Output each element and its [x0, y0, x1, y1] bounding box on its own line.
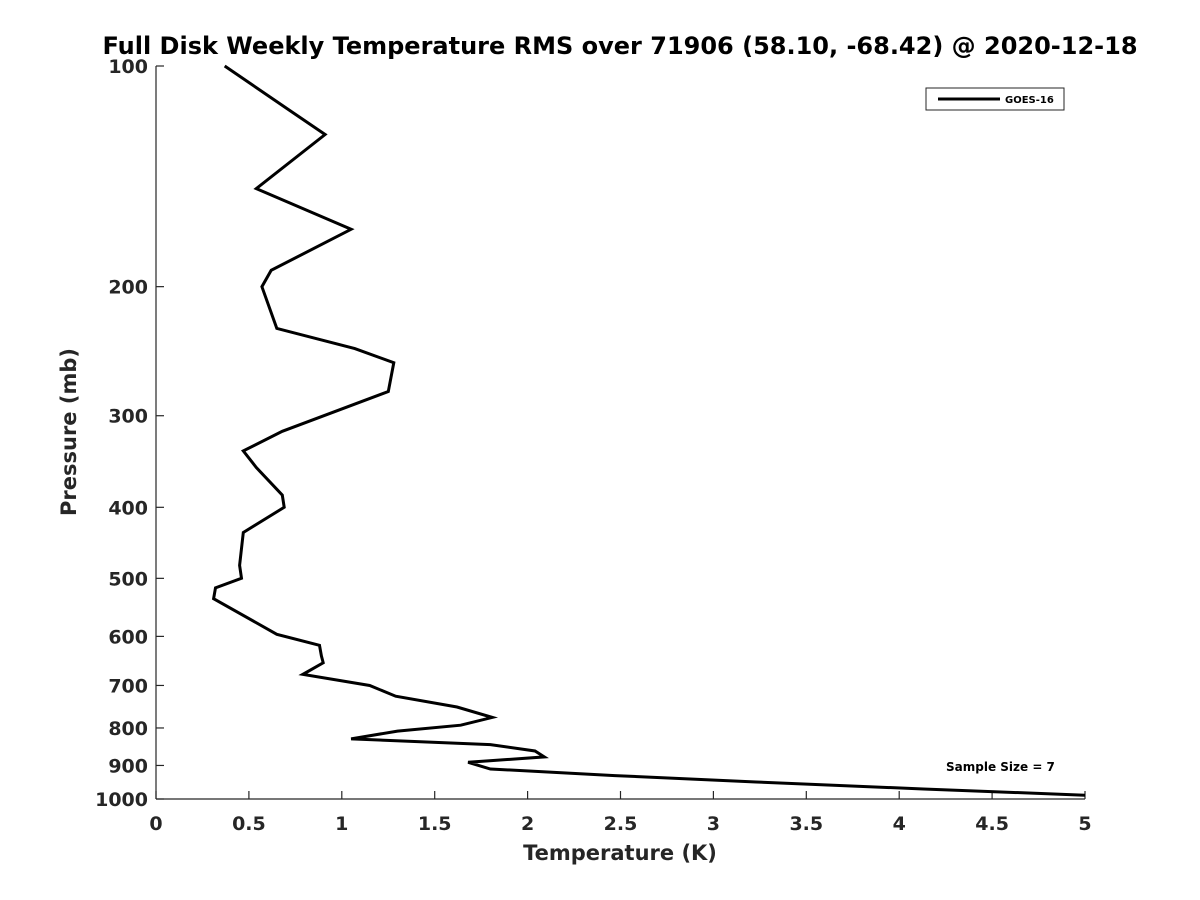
- y-tick-label: 900: [108, 755, 148, 777]
- x-tick-label: 3: [707, 813, 720, 835]
- y-ticks: 100 200 300 400 500 600 700 800 900 1000: [95, 56, 164, 811]
- legend-entry-goes-16: GOES-16: [1005, 95, 1054, 106]
- series-layer: [211, 64, 1086, 797]
- x-tick-label: 0: [149, 813, 162, 835]
- sample-size-annotation: Sample Size = 7: [946, 760, 1055, 774]
- x-tick-label: 0.5: [232, 813, 266, 835]
- series-line-goes-16: [211, 64, 1086, 797]
- y-tick-label: 400: [108, 497, 148, 519]
- x-tick-label: 1.5: [418, 813, 452, 835]
- x-tick-label: 5: [1078, 813, 1091, 835]
- x-tick-label: 2.5: [604, 813, 638, 835]
- x-tick-label: 4: [893, 813, 906, 835]
- y-tick-label: 500: [108, 568, 148, 590]
- x-ticks: 0 0.5 1 1.5 2 2.5 3 3.5 4 4.5 5: [149, 791, 1092, 835]
- legend: GOES-16: [925, 87, 1065, 111]
- x-axis-label: Temperature (K): [523, 841, 717, 865]
- axes: [155, 66, 1085, 800]
- y-tick-label: 700: [108, 675, 148, 697]
- y-tick-label: 600: [108, 626, 148, 648]
- y-axis-label: Pressure (mb): [57, 348, 81, 516]
- x-tick-label: 4.5: [975, 813, 1009, 835]
- x-tick-label: 3.5: [789, 813, 823, 835]
- y-tick-label: 200: [108, 277, 148, 299]
- x-tick-label: 2: [521, 813, 534, 835]
- y-tick-label: 800: [108, 718, 148, 740]
- y-tick-label: 1000: [95, 789, 148, 811]
- y-tick-label: 100: [108, 56, 148, 78]
- y-tick-label: 300: [108, 406, 148, 428]
- x-tick-label: 1: [335, 813, 348, 835]
- chart-title: Full Disk Weekly Temperature RMS over 71…: [102, 32, 1137, 60]
